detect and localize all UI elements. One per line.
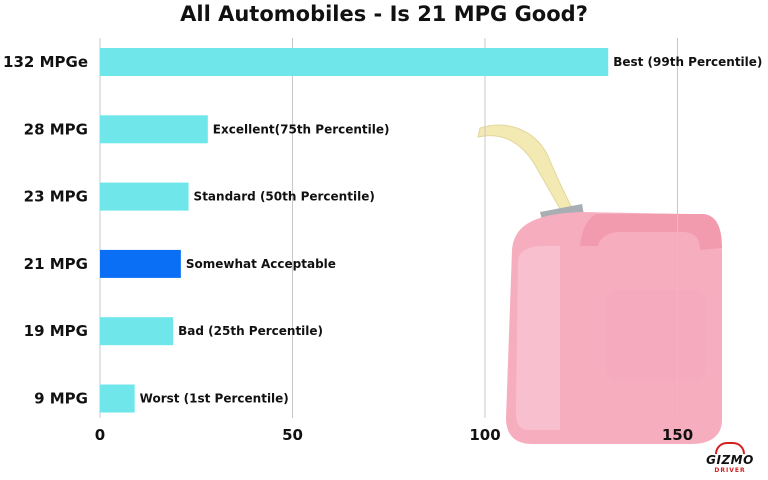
logo-sub-text: DRIVER <box>714 467 746 474</box>
chart-title: All Automobiles - Is 21 MPG Good? <box>180 2 588 26</box>
x-tick-label: 100 <box>469 426 500 444</box>
gizmo-driver-logo: GIZMO DRIVER <box>700 442 760 474</box>
x-tick-label: 0 <box>95 426 105 444</box>
x-tick-label: 150 <box>662 426 693 444</box>
x-axis-tick-labels: 0 50 100 150 <box>95 426 693 444</box>
category-label: 19 MPG <box>24 322 88 340</box>
x-tick-label: 50 <box>282 426 303 444</box>
bar-4 <box>100 317 174 346</box>
bar-1 <box>100 115 208 144</box>
category-label: 21 MPG <box>24 255 88 273</box>
data-label: Best (99th Percentile) <box>613 55 762 69</box>
data-label: Excellent(75th Percentile) <box>213 122 390 136</box>
bar-2 <box>100 182 189 211</box>
category-label: 23 MPG <box>24 188 88 206</box>
logo-main-text: GIZMO <box>706 453 754 467</box>
bar-3 <box>100 249 181 278</box>
x-grid-lines <box>99 38 678 418</box>
bar-5 <box>100 384 135 413</box>
bar-0 <box>100 48 609 76</box>
data-label: Bad (25th Percentile) <box>178 324 323 338</box>
data-label: Worst (1st Percentile) <box>140 392 289 406</box>
bar-series <box>100 48 609 413</box>
data-label: Standard (50th Percentile) <box>194 190 375 204</box>
data-label: Somewhat Acceptable <box>186 257 336 271</box>
category-label: 28 MPG <box>24 120 88 138</box>
gas-can-icon <box>477 124 722 444</box>
data-labels: Best (99th Percentile) Excellent(75th Per… <box>140 55 763 406</box>
category-label: 9 MPG <box>34 390 88 408</box>
category-label: 132 MPGe <box>3 53 88 71</box>
category-labels: 132 MPGe 28 MPG 23 MPG 21 MPG 19 MPG 9 MPG <box>3 53 88 408</box>
